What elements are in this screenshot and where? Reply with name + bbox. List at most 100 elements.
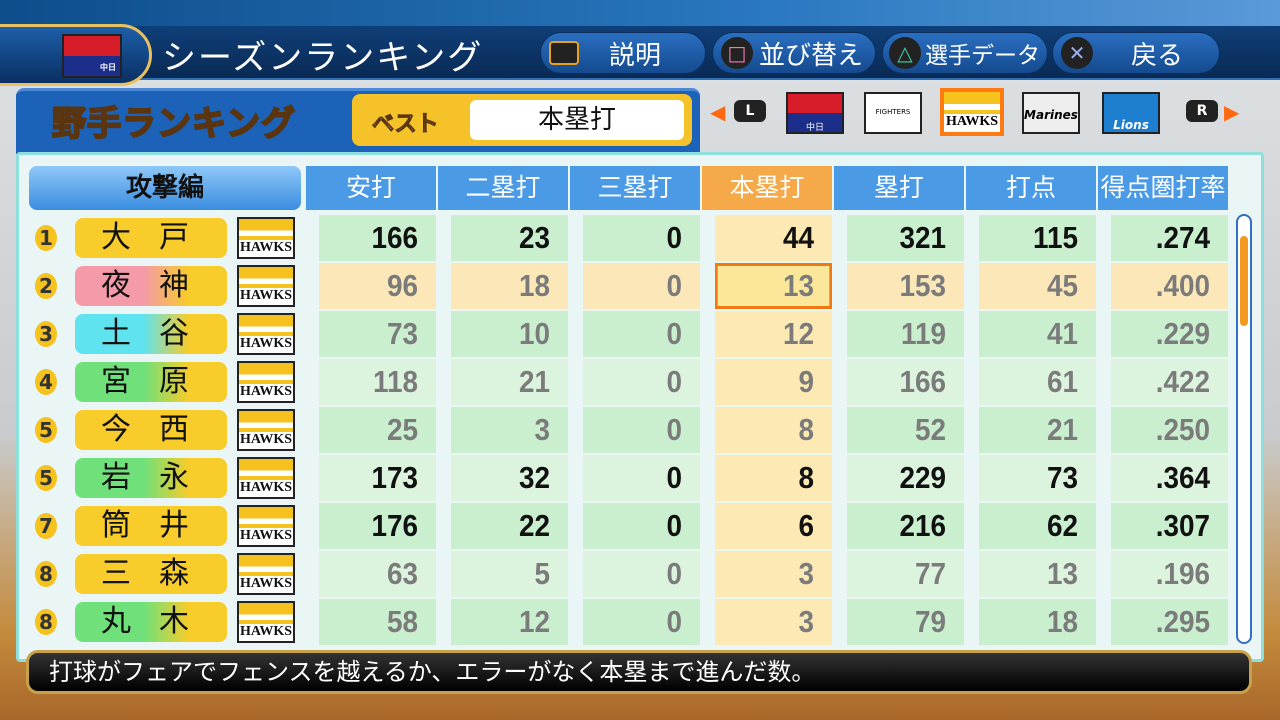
best-value: 本塁打 — [470, 100, 684, 140]
ranking-table: 攻撃編 安打 二塁打 三塁打 本塁打 塁打 打点 得点圏打率 1 大戸 HAWKS 166 23… — [16, 152, 1264, 662]
team-logo-lions[interactable]: Lions — [1102, 92, 1160, 134]
description-message: 打球がフェアでフェンスを越えるか、エラーがなく本塁まで進んだ数。 — [26, 650, 1252, 694]
stat-cell: 73 — [979, 455, 1096, 501]
stat-cell: 77 — [847, 551, 964, 597]
logo-text: HAWKS — [945, 114, 999, 129]
scrollbar[interactable] — [1236, 214, 1252, 644]
stat-cell: .250 — [1111, 407, 1228, 453]
stat-cell: 18 — [451, 263, 568, 309]
stat-cell: 0 — [583, 215, 700, 261]
square-icon: □ — [721, 37, 753, 69]
stat-cell: 115 — [979, 215, 1096, 261]
sort-label: 並び替え — [759, 40, 864, 71]
table-row[interactable]: 8 丸木 HAWKS 58 12 0 3 79 18 .295 — [27, 599, 1228, 645]
explain-button[interactable]: 説明 — [540, 32, 706, 74]
stat-cell: 45 — [979, 263, 1096, 309]
stat-cell: 3 — [715, 599, 832, 645]
column-header[interactable]: 得点圏打率 — [1098, 166, 1228, 210]
team-logo-hawks: HAWKS — [237, 361, 295, 403]
table-row[interactable]: 7 筒井 HAWKS 176 22 0 6 216 62 .307 — [27, 503, 1228, 549]
table-row[interactable]: 8 三森 HAWKS 63 5 0 3 77 13 .196 — [27, 551, 1228, 597]
column-header[interactable]: 三塁打 — [570, 166, 700, 210]
table-row[interactable]: 5 今西 HAWKS 25 3 0 8 52 21 .250 — [27, 407, 1228, 453]
table-row[interactable]: 4 宮原 HAWKS 118 21 0 9 166 61 .422 — [27, 359, 1228, 405]
sort-button[interactable]: □ 並び替え — [712, 32, 876, 74]
column-header[interactable]: 塁打 — [834, 166, 964, 210]
stat-cell: 44 — [715, 215, 832, 261]
left-arrow-icon[interactable]: ◀ — [710, 100, 726, 124]
l-button[interactable]: L — [734, 100, 766, 122]
stat-cell: .364 — [1111, 455, 1228, 501]
stat-cell: 25 — [319, 407, 436, 453]
table-row[interactable]: 5 岩永 HAWKS 173 32 0 8 229 73 .364 — [27, 455, 1228, 501]
team-logo-dragons[interactable]: 中日 — [786, 92, 844, 134]
team-badge: 中日 — [62, 34, 122, 78]
touchpad-icon — [549, 41, 579, 65]
team-logo-hawks: HAWKS — [237, 553, 295, 595]
player-name: 三森 — [75, 554, 227, 594]
stat-cell: 0 — [583, 263, 700, 309]
stat-cell: 23 — [451, 215, 568, 261]
cross-icon: ✕ — [1061, 37, 1093, 69]
stat-cell: 18 — [979, 599, 1096, 645]
stat-cell: 13 — [979, 551, 1096, 597]
stat-cell: .400 — [1111, 263, 1228, 309]
back-label: 戻る — [1131, 40, 1184, 71]
right-arrow-icon[interactable]: ▶ — [1224, 100, 1240, 124]
team-logo-hawks: HAWKS — [237, 217, 295, 259]
stat-cell: 0 — [583, 551, 700, 597]
table-row[interactable]: 2 夜神 HAWKS 96 18 0 13 153 45 .400 — [27, 263, 1228, 309]
best-label: ベスト — [371, 112, 439, 138]
table-row[interactable]: 3 土谷 HAWKS 73 10 0 12 119 41 .229 — [27, 311, 1228, 357]
logo-text: Lions — [1113, 118, 1149, 132]
column-header[interactable]: 安打 — [306, 166, 436, 210]
back-button[interactable]: ✕ 戻る — [1052, 32, 1220, 74]
stat-cell: 13 — [715, 263, 832, 309]
team-logo-hawks: HAWKS — [237, 313, 295, 355]
player-name: 土谷 — [75, 314, 227, 354]
rank-badge: 3 — [35, 321, 57, 347]
best-selector[interactable]: ベスト 本塁打 — [352, 94, 692, 146]
player-name: 今西 — [75, 410, 227, 450]
column-header[interactable]: 二塁打 — [438, 166, 568, 210]
stat-cell: 119 — [847, 311, 964, 357]
stat-cell: 0 — [583, 311, 700, 357]
stat-cell: .422 — [1111, 359, 1228, 405]
panel-title: 野手ランキング — [51, 103, 296, 145]
player-name: 宮原 — [75, 362, 227, 402]
stat-cell: 9 — [715, 359, 832, 405]
stat-cell: 8 — [715, 455, 832, 501]
rank-badge: 5 — [35, 465, 57, 491]
column-header[interactable]: 打点 — [966, 166, 1096, 210]
stat-cell: 22 — [451, 503, 568, 549]
team-logo-fighters[interactable]: FIGHTERS — [864, 92, 922, 134]
stat-cell: 5 — [451, 551, 568, 597]
player-name: 丸木 — [75, 602, 227, 642]
stat-cell: .307 — [1111, 503, 1228, 549]
team-logo-hawks[interactable]: HAWKS — [940, 88, 1004, 136]
logo-text: Marines — [1024, 108, 1078, 122]
stat-cell: 8 — [715, 407, 832, 453]
team-logo-marines[interactable]: Marines — [1022, 92, 1080, 134]
team-logo-hawks: HAWKS — [237, 601, 295, 643]
column-header[interactable]: 本塁打 — [702, 166, 832, 210]
stat-cell: .229 — [1111, 311, 1228, 357]
category-tab[interactable]: 攻撃編 — [29, 166, 301, 210]
scrollbar-thumb[interactable] — [1240, 236, 1248, 326]
player-data-label: 選手データ — [925, 43, 1040, 69]
player-data-button[interactable]: △ 選手データ — [882, 32, 1048, 74]
stat-cell: 52 — [847, 407, 964, 453]
player-name: 岩永 — [75, 458, 227, 498]
stat-cell: 0 — [583, 503, 700, 549]
logo-text: 中日 — [805, 123, 824, 133]
stat-cell: 62 — [979, 503, 1096, 549]
stat-cell: 96 — [319, 263, 436, 309]
table-row[interactable]: 1 大戸 HAWKS 166 23 0 44 321 115 .274 — [27, 215, 1228, 261]
stat-cell: 173 — [319, 455, 436, 501]
player-name: 夜神 — [75, 266, 227, 306]
team-logo-hawks: HAWKS — [237, 409, 295, 451]
r-button[interactable]: R — [1186, 100, 1218, 122]
stat-cell: 153 — [847, 263, 964, 309]
team-logo-hawks: HAWKS — [237, 505, 295, 547]
explain-label: 説明 — [609, 40, 662, 71]
